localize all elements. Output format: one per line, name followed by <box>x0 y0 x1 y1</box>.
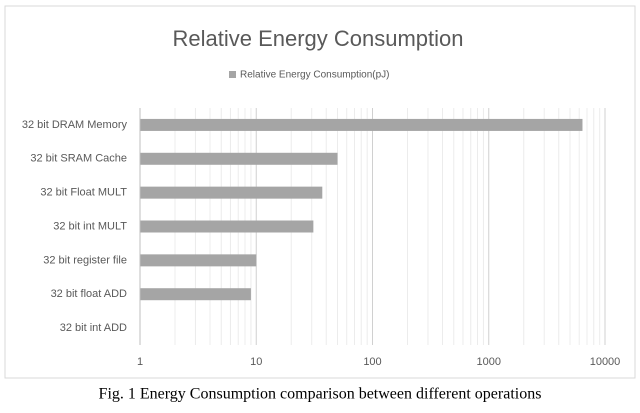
bar <box>140 152 338 165</box>
bar <box>140 254 257 267</box>
bar <box>140 288 251 301</box>
bar <box>140 118 583 131</box>
y-tick-label: 32 bit float ADD <box>51 288 127 300</box>
x-tick-label: 10000 <box>590 356 621 368</box>
y-tick-label: 32 bit register file <box>43 254 127 266</box>
x-tick-label: 1 <box>137 356 143 368</box>
y-tick-label: 32 bit Float MULT <box>40 187 127 199</box>
y-tick-label: 32 bit DRAM Memory <box>22 119 128 131</box>
x-tick-label: 10 <box>250 356 262 368</box>
y-tick-label: 32 bit SRAM Cache <box>30 153 127 165</box>
bar <box>140 186 323 199</box>
caption: Fig. 1 Energy Consumption comparison bet… <box>99 386 542 403</box>
y-tick-label: 32 bit int ADD <box>60 322 127 334</box>
y-tick-label: 32 bit int MULT <box>53 220 127 232</box>
legend-swatch <box>229 71 236 78</box>
legend-label: Relative Energy Consumption(pJ) <box>240 70 390 81</box>
chart-title: Relative Energy Consumption <box>172 26 463 51</box>
x-tick-label: 1000 <box>477 356 501 368</box>
x-tick-label: 100 <box>363 356 381 368</box>
bar <box>140 220 314 233</box>
